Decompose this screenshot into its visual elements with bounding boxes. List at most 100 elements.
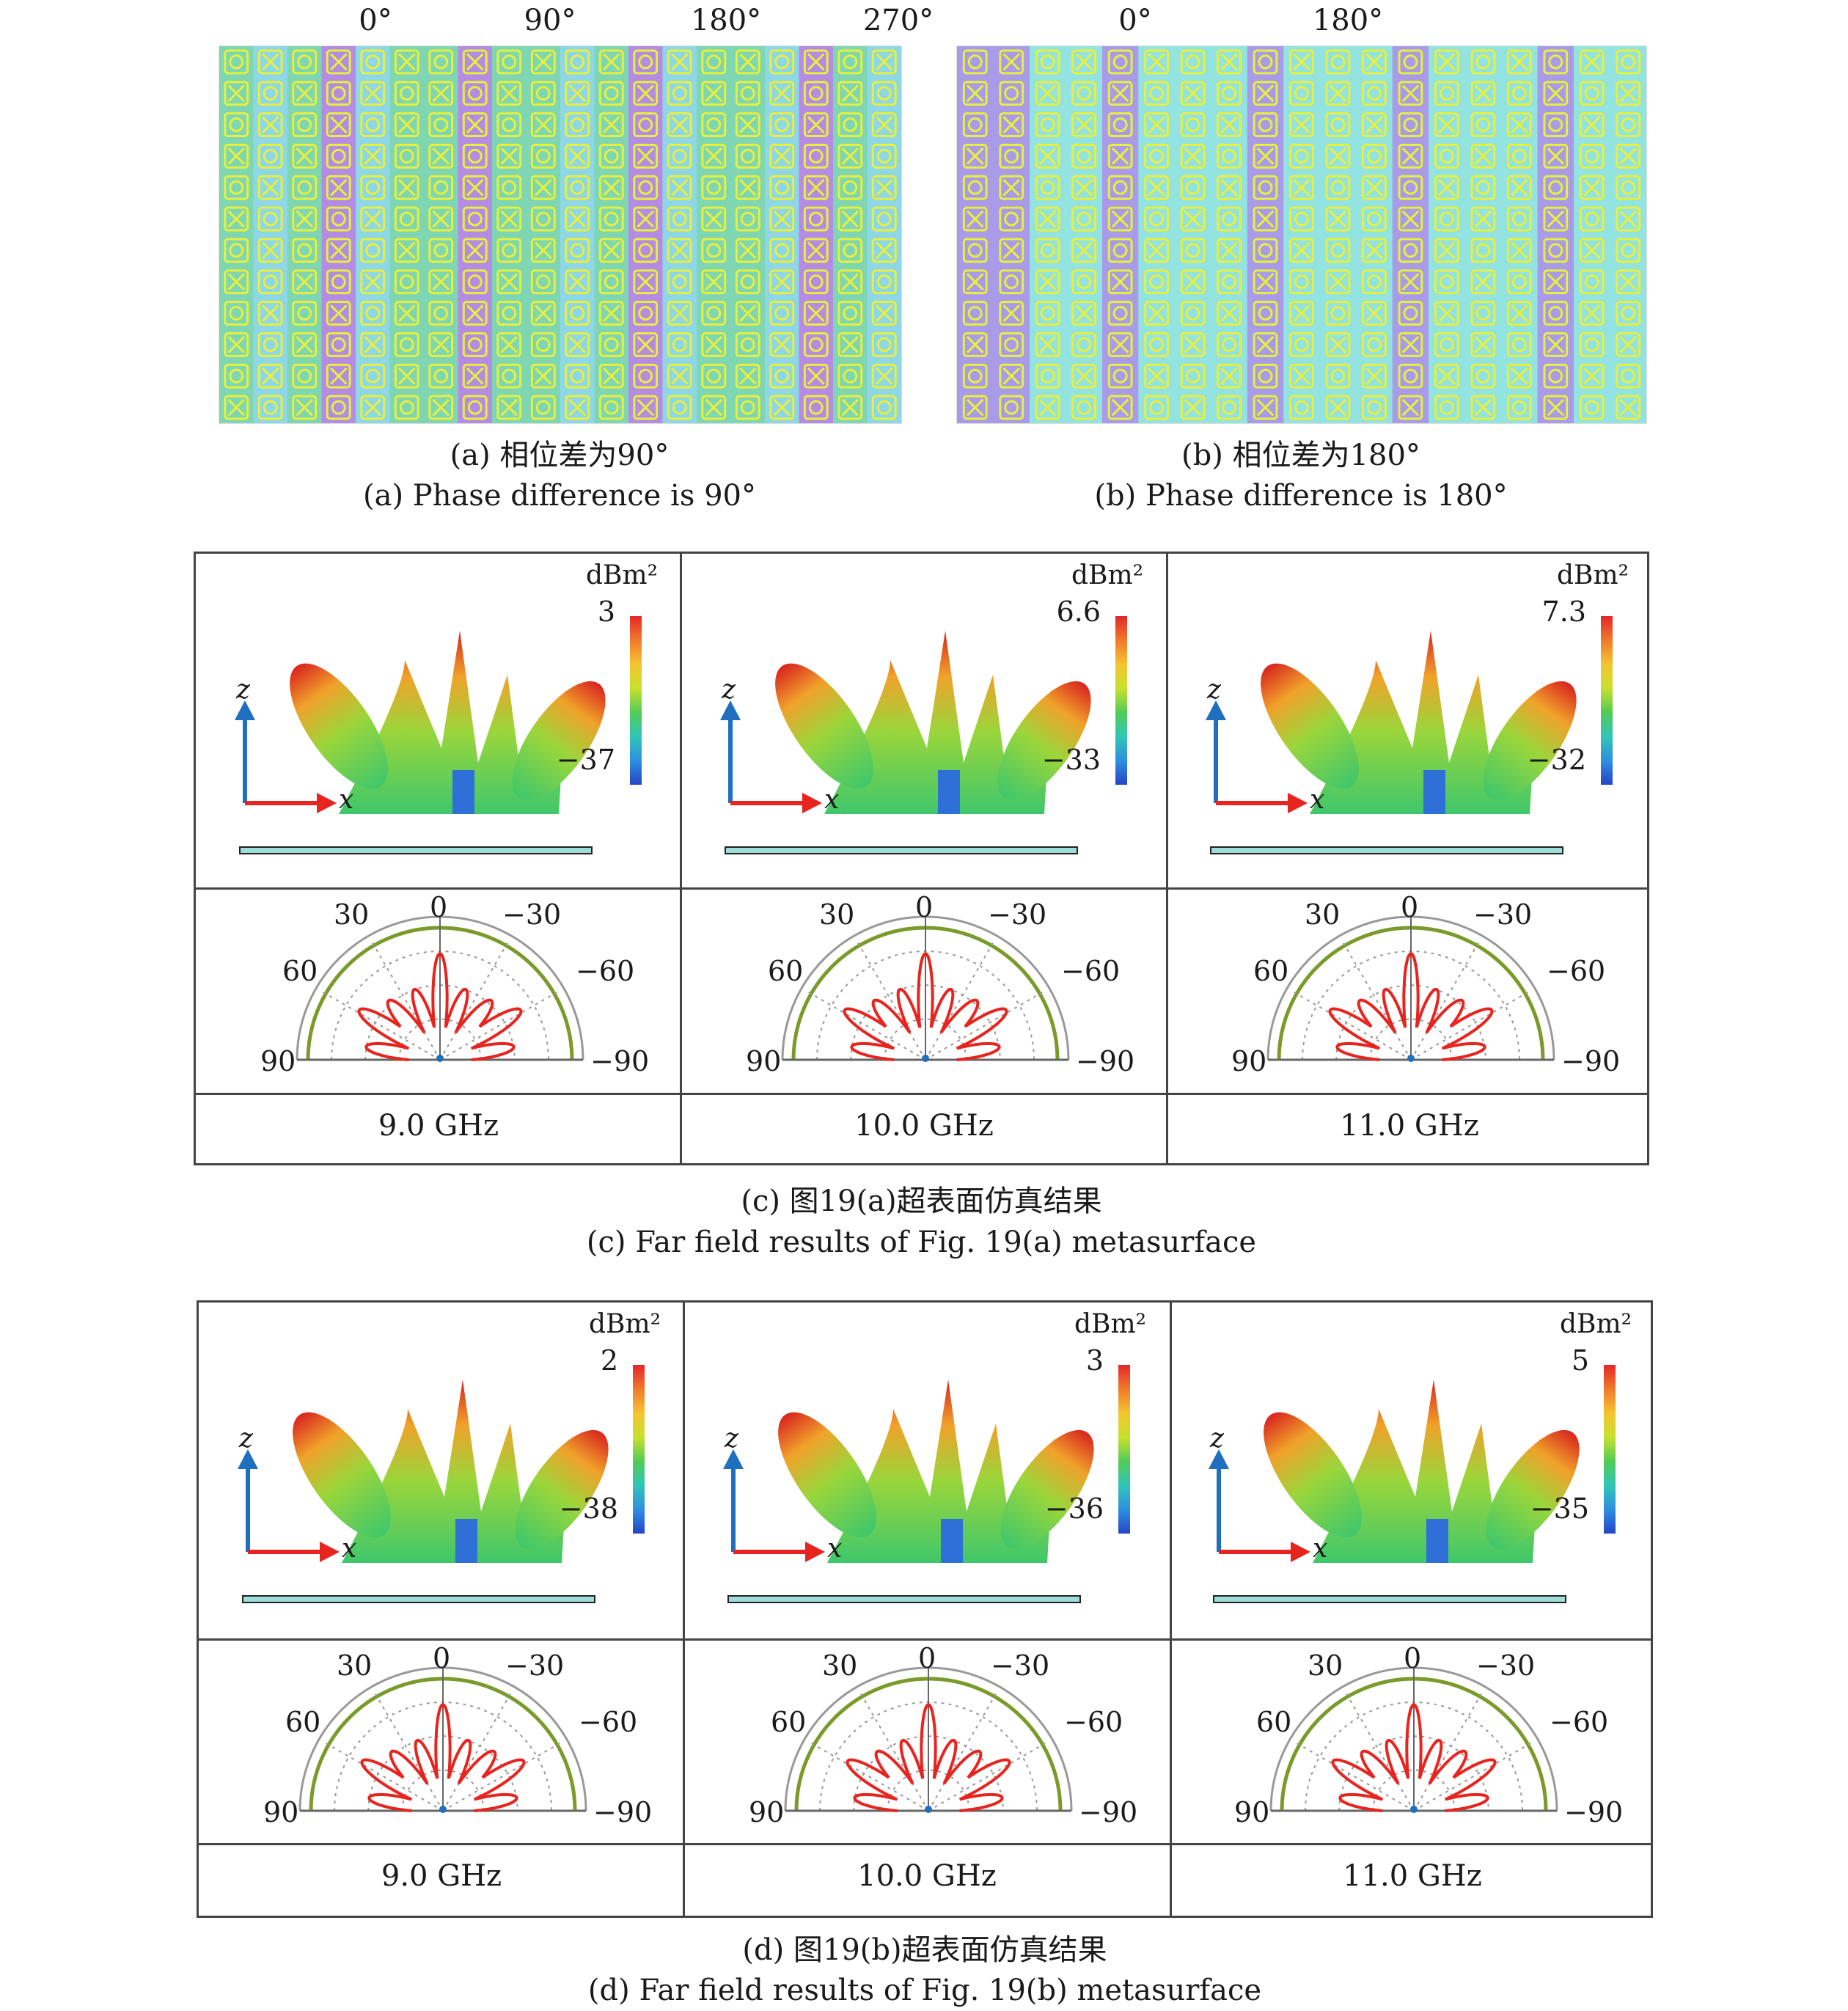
caption-a-en: (a) Phase difference is 90° [363, 479, 756, 513]
colorbar-min-2: −32 [1527, 744, 1586, 776]
polar-label-right30-2: −30 [1473, 898, 1533, 931]
frequency-label-1: 10.0 GHz [854, 1109, 994, 1143]
pattern-3d-1 [723, 1365, 1130, 1603]
colorbar-min-0: −37 [556, 744, 615, 776]
pattern-3d-0 [238, 1365, 645, 1603]
polar-label-left60-0: 60 [282, 955, 318, 987]
polar-label-left60-1: 60 [768, 955, 804, 987]
polar-label-right30-0: −30 [505, 1649, 565, 1682]
polar-label-left90-0: 90 [260, 1045, 296, 1077]
polar-label-right30-1: −30 [991, 1649, 1050, 1682]
colorbar-unit-0: dBm² [586, 560, 659, 590]
phase-label-a-0: 0° [359, 4, 392, 37]
polar-label-right60-2: −60 [1547, 955, 1606, 987]
colorbar-unit-0: dBm² [589, 1309, 661, 1339]
axis-x-label-2: x [1310, 785, 1325, 815]
polar-label-right90-2: −90 [1564, 1796, 1624, 1828]
caption-d-cn: (d) 图19(b)超表面仿真结果 [742, 1933, 1107, 1967]
polar-label-left90-0: 90 [263, 1796, 299, 1828]
colorbar-unit-1: dBm² [1071, 560, 1144, 590]
caption-d-en: (d) Far field results of Fig. 19(b) meta… [587, 1974, 1262, 2007]
polar-label-left60-2: 60 [1256, 1706, 1292, 1738]
axis-x-label-1: x [827, 1534, 843, 1564]
frequency-label-0: 9.0 GHz [381, 1859, 502, 1893]
axis-x-label-1: x [824, 785, 840, 815]
axis-z-label-1: z [725, 1424, 738, 1454]
polar-label-right60-2: −60 [1550, 1706, 1609, 1738]
polar-label-left90-1: 90 [746, 1045, 782, 1077]
phase-label-a-270: 270° [862, 4, 934, 37]
colorbar-max-0: 2 [600, 1344, 618, 1377]
colorbar-unit-2: dBm² [1557, 560, 1629, 590]
axis-z-label-0: z [236, 675, 250, 705]
polar-label-top-1: 0 [915, 891, 934, 923]
polar-plot-1 [784, 1666, 1073, 1813]
colorbar-min-0: −38 [559, 1492, 618, 1525]
polar-plot-2 [1266, 915, 1555, 1062]
phase-label-a-90: 90° [524, 4, 576, 37]
polar-label-top-1: 0 [918, 1642, 936, 1674]
polar-label-left60-1: 60 [771, 1706, 807, 1738]
axis-z-label-1: z [722, 675, 736, 705]
results-table-d [197, 1300, 1653, 1918]
frequency-label-2: 11.0 GHz [1340, 1109, 1479, 1143]
polar-label-right60-1: −60 [1064, 1706, 1123, 1738]
polar-label-right30-1: −30 [988, 898, 1047, 931]
colorbar-max-2: 7.3 [1541, 596, 1586, 628]
polar-label-left30-1: 30 [822, 1649, 858, 1682]
polar-label-left90-1: 90 [749, 1796, 785, 1828]
polar-plot-0 [298, 1666, 587, 1813]
polar-label-right90-0: −90 [593, 1796, 653, 1828]
phase-label-a-180: 180° [690, 4, 762, 37]
polar-label-top-0: 0 [430, 891, 448, 923]
caption-c-en: (c) Far field results of Fig. 19(a) meta… [586, 1226, 1257, 1259]
polar-label-right30-0: −30 [502, 898, 562, 931]
metasurface-image-b [956, 45, 1647, 424]
polar-label-left30-2: 30 [1305, 898, 1341, 931]
polar-label-top-2: 0 [1401, 891, 1419, 923]
pattern-3d-2 [1209, 1365, 1616, 1603]
metasurface-image-a [219, 45, 902, 424]
polar-label-top-0: 0 [433, 1642, 451, 1674]
caption-a-cn: (a) 相位差为90° [450, 439, 670, 472]
pattern-3d-0 [235, 616, 642, 854]
polar-label-right60-1: −60 [1061, 955, 1121, 987]
polar-label-left30-1: 30 [819, 898, 855, 931]
pattern-3d-2 [1206, 616, 1613, 854]
polar-label-right90-1: −90 [1076, 1045, 1135, 1077]
polar-label-right60-0: −60 [579, 1706, 638, 1738]
axis-z-label-0: z [239, 1424, 253, 1454]
axis-z-label-2: z [1207, 675, 1221, 705]
caption-c-cn: (c) 图19(a)超表面仿真结果 [741, 1184, 1102, 1218]
polar-label-right30-2: −30 [1476, 1649, 1536, 1682]
polar-label-right90-1: −90 [1079, 1796, 1138, 1828]
polar-label-right90-2: −90 [1561, 1045, 1621, 1077]
polar-label-right90-0: −90 [590, 1045, 650, 1077]
colorbar-max-1: 6.6 [1056, 596, 1101, 628]
polar-label-left30-0: 30 [337, 1649, 373, 1682]
axis-x-label-0: x [339, 785, 354, 815]
phase-label-b-180: 180° [1312, 4, 1384, 37]
colorbar-max-2: 5 [1571, 1344, 1589, 1377]
colorbar-unit-1: dBm² [1074, 1309, 1147, 1339]
colorbar-min-1: −33 [1041, 744, 1101, 776]
polar-label-top-2: 0 [1404, 1642, 1422, 1674]
polar-label-left60-2: 60 [1253, 955, 1289, 987]
polar-label-left60-0: 60 [285, 1706, 321, 1738]
phase-label-b-0: 0° [1118, 4, 1152, 37]
caption-b-en: (b) Phase difference is 180° [1094, 479, 1508, 513]
polar-plot-0 [296, 915, 584, 1062]
frequency-label-1: 10.0 GHz [857, 1859, 997, 1893]
axis-x-label-2: x [1313, 1534, 1328, 1564]
colorbar-max-1: 3 [1085, 1344, 1104, 1377]
caption-b-cn: (b) 相位差为180° [1181, 439, 1420, 472]
results-table-c [194, 552, 1649, 1165]
polar-label-left90-2: 90 [1231, 1045, 1267, 1077]
axis-z-label-2: z [1210, 1424, 1224, 1454]
colorbar-max-0: 3 [597, 596, 615, 628]
frequency-label-0: 9.0 GHz [378, 1109, 499, 1143]
polar-label-left30-0: 30 [334, 898, 370, 931]
polar-label-left30-2: 30 [1308, 1649, 1343, 1682]
polar-plot-1 [781, 915, 1070, 1062]
frequency-label-2: 11.0 GHz [1343, 1859, 1482, 1893]
